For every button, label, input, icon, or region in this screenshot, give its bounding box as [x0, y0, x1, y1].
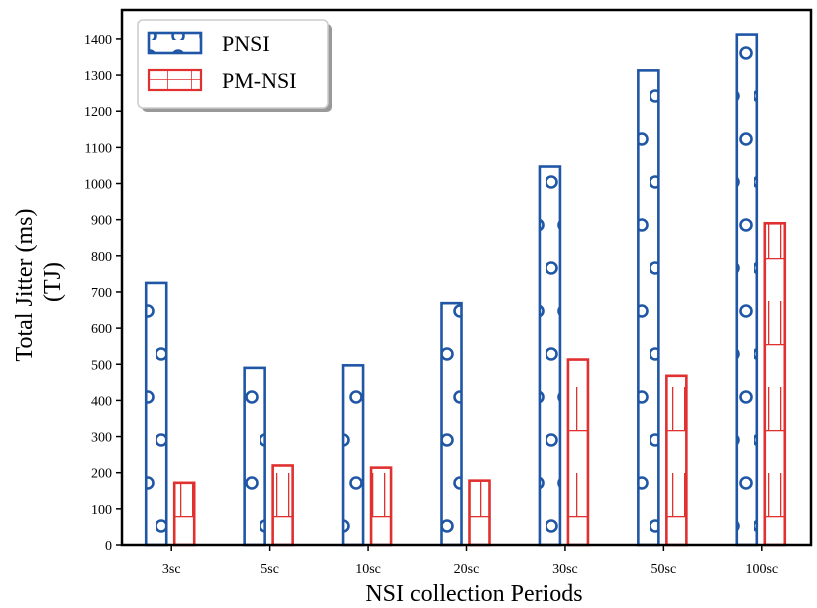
bar-pnsi-30sc — [538, 165, 562, 547]
bar-pm-nsi-20sc — [468, 479, 491, 547]
legend-item-pnsi: PNSI — [147, 31, 270, 56]
bar-pnsi-20sc — [440, 301, 463, 547]
y-tick-label-1400: 1400 — [84, 33, 112, 48]
y-tick-label-1100: 1100 — [85, 141, 112, 156]
y-tick-label-0: 0 — [105, 539, 112, 554]
x-tick-label-5sc: 5sc — [260, 562, 279, 577]
y-tick-label-300: 300 — [91, 431, 112, 446]
legend: PNSI PM-NSI — [137, 19, 332, 112]
bar-pm-nsi-5sc — [271, 464, 294, 547]
bar-pnsi-10sc — [341, 364, 365, 547]
x-tick-label-50sc: 50sc — [651, 562, 677, 577]
y-tick-label-1200: 1200 — [84, 105, 112, 120]
bar-pnsi-5sc — [243, 366, 266, 547]
y-tick-label-600: 600 — [91, 322, 112, 337]
x-axis-title: NSI collection Periods — [365, 581, 582, 607]
y-tick-label-800: 800 — [91, 250, 112, 265]
y-tick-label-900: 900 — [91, 214, 112, 229]
x-tick-label-20sc: 20sc — [454, 562, 480, 577]
y-tick-label-400: 400 — [91, 394, 112, 409]
bar-pm-nsi-50sc — [665, 374, 688, 547]
bar-pm-nsi-100sc — [763, 221, 787, 547]
legend-swatch-pm-nsi — [147, 68, 203, 92]
y-tick-label-100: 100 — [91, 503, 112, 518]
y-tick-label-200: 200 — [91, 467, 112, 482]
y-tick-label-500: 500 — [91, 358, 112, 373]
legend-label-pm-nsi: PM-NSI — [222, 68, 297, 93]
y-axis-title: Total Jitter (ms) (TJ) — [12, 203, 66, 362]
bar-pm-nsi-30sc — [566, 358, 590, 547]
plot-frame — [120, 8, 813, 547]
bar-pnsi-50sc — [637, 69, 660, 547]
y-axis-title-line-2: (TJ) — [40, 262, 66, 302]
bar-pnsi-100sc — [735, 33, 759, 547]
legend-swatch-pnsi — [147, 31, 203, 55]
legend-label-pnsi: PNSI — [222, 31, 270, 56]
y-tick-label-1000: 1000 — [84, 178, 112, 193]
y-axis-title-line-1: Total Jitter (ms) — [12, 209, 38, 362]
y-tick-label-1300: 1300 — [84, 69, 112, 84]
bar-pm-nsi-3sc — [172, 481, 196, 547]
x-tick-label-30sc: 30sc — [552, 562, 578, 577]
x-tick-label-100sc: 100sc — [745, 562, 778, 577]
y-tick-label-700: 700 — [91, 286, 112, 301]
x-tick-label-10sc: 10sc — [355, 562, 381, 577]
bar-pm-nsi-10sc — [369, 466, 393, 547]
x-tick-label-3sc: 3sc — [162, 562, 181, 577]
legend-item-pm-nsi: PM-NSI — [147, 68, 297, 93]
plot-area: 3sc 5sc 10sc 20sc 30sc 50sc 100sc 0 100 200 300 400… — [84, 8, 813, 577]
bar-pnsi-3sc — [144, 281, 168, 547]
